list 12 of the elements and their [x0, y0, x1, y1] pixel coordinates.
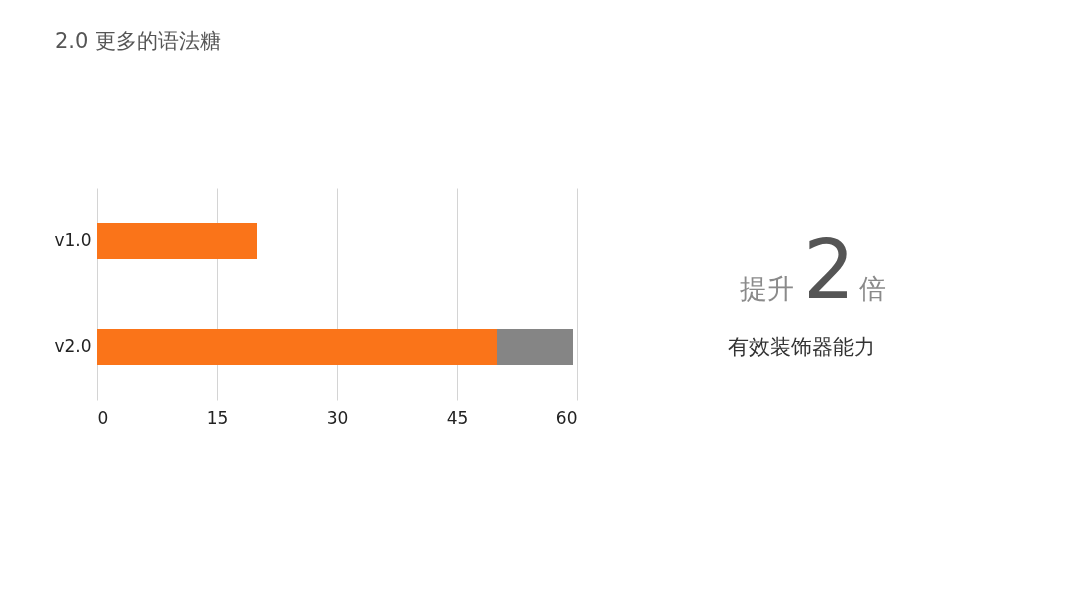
text: 倍 — [859, 273, 886, 304]
text: 提升 — [740, 273, 794, 304]
x-tick-label: 0 — [97, 407, 109, 428]
y-tick-label: v1.0 — [54, 230, 92, 250]
x-tick-label: 15 — [206, 407, 229, 428]
text: 有效装饰器能力 — [728, 335, 875, 359]
x-tick-label: 30 — [326, 407, 349, 428]
x-tick-label: 45 — [446, 407, 469, 428]
text: 2 — [803, 222, 856, 317]
chart-title: 2.0 更多的语法糖 — [55, 29, 222, 53]
y-tick-label: v2.0 — [54, 336, 92, 356]
x-tick-label: 60 — [555, 407, 578, 428]
